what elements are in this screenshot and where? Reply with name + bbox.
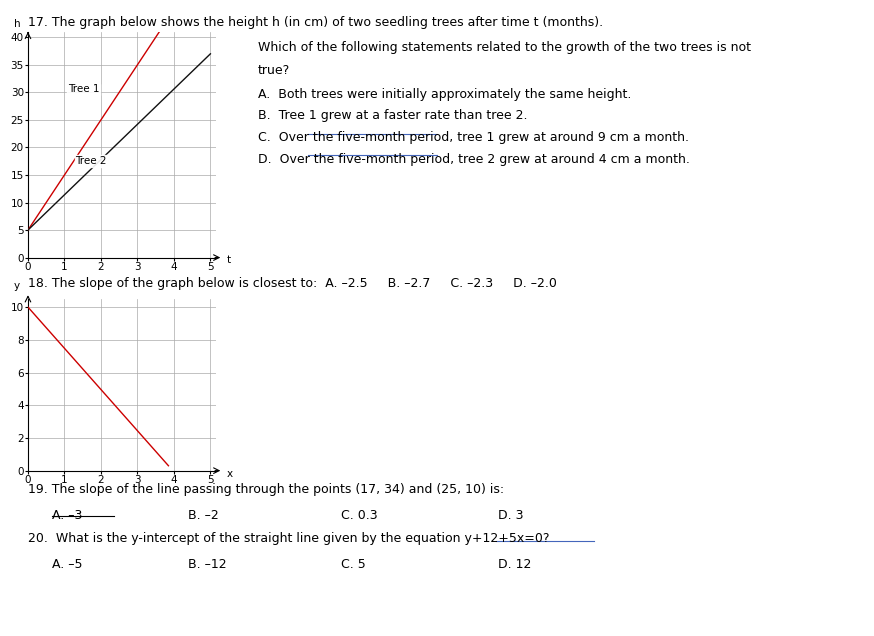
Text: true?: true? bbox=[258, 64, 290, 76]
Text: 18. The slope of the graph below is closest to:  A. –2.5     B. –2.7     C. –2.3: 18. The slope of the graph below is clos… bbox=[28, 277, 557, 289]
Text: 17. The graph below shows the height h (in cm) of two seedling trees after time : 17. The graph below shows the height h (… bbox=[28, 16, 603, 29]
Text: h: h bbox=[14, 19, 20, 29]
Text: D. 3: D. 3 bbox=[498, 509, 524, 522]
Text: B. –12: B. –12 bbox=[188, 558, 226, 571]
Text: 19. The slope of the line passing through the points (17, 34) and (25, 10) is:: 19. The slope of the line passing throug… bbox=[28, 483, 504, 496]
Text: A. –3: A. –3 bbox=[52, 509, 83, 522]
Text: A. –5: A. –5 bbox=[52, 558, 83, 571]
Text: 20.  What is the y-intercept of the straight line given by the equation y+12+5x=: 20. What is the y-intercept of the strai… bbox=[28, 532, 550, 545]
Text: D. 12: D. 12 bbox=[498, 558, 531, 571]
Text: D.  Over the five-month period, tree 2 grew at around 4 cm a month.: D. Over the five-month period, tree 2 gr… bbox=[258, 153, 690, 165]
Text: C. 0.3: C. 0.3 bbox=[341, 509, 378, 522]
Text: t: t bbox=[227, 255, 231, 265]
Text: Tree 2: Tree 2 bbox=[75, 156, 107, 166]
Text: Tree 1: Tree 1 bbox=[68, 85, 100, 94]
Text: y: y bbox=[14, 280, 20, 291]
Text: C.  Over the five-month period, tree 1 grew at around 9 cm a month.: C. Over the five-month period, tree 1 gr… bbox=[258, 131, 689, 144]
Text: C. 5: C. 5 bbox=[341, 558, 365, 571]
Text: B. –2: B. –2 bbox=[188, 509, 218, 522]
Text: A.  Both trees were initially approximately the same height.: A. Both trees were initially approximate… bbox=[258, 88, 631, 100]
Text: Which of the following statements related to the growth of the two trees is not: Which of the following statements relate… bbox=[258, 41, 751, 54]
Text: x: x bbox=[227, 469, 233, 479]
Text: B.  Tree 1 grew at a faster rate than tree 2.: B. Tree 1 grew at a faster rate than tre… bbox=[258, 109, 527, 122]
